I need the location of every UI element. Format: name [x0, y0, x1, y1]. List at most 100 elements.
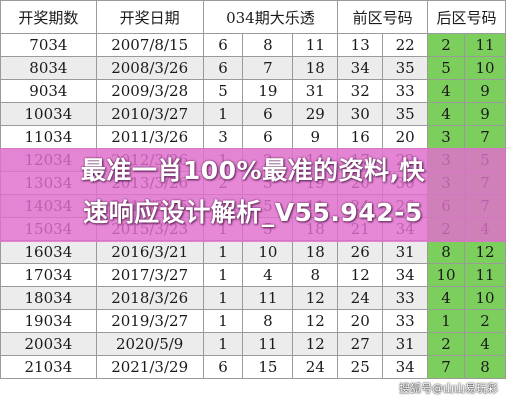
table-cell[interactable]: 18	[292, 240, 339, 264]
back-number-cell[interactable]: 9	[464, 102, 506, 126]
table-cell[interactable]: 34	[382, 355, 429, 379]
table-cell[interactable]: 1	[202, 263, 244, 287]
back-number-cell[interactable]: 4	[427, 79, 466, 103]
back-number-cell[interactable]: 10	[464, 286, 506, 310]
table-cell[interactable]: 5	[202, 79, 244, 103]
back-number-cell[interactable]: 10	[427, 263, 466, 287]
back-number-cell[interactable]: 7	[464, 125, 506, 149]
table-cell[interactable]: 20	[382, 125, 429, 149]
table-cell[interactable]: 2009/3/28	[95, 79, 204, 103]
table-cell[interactable]: 2016/3/21	[95, 240, 204, 264]
table-cell[interactable]: 19034	[0, 309, 97, 333]
table-cell[interactable]: 17034	[0, 263, 97, 287]
table-cell[interactable]: 6	[202, 56, 244, 80]
table-cell[interactable]: 2008/3/26	[95, 56, 204, 80]
back-number-cell[interactable]: 3	[427, 125, 466, 149]
table-cell[interactable]: 6	[242, 102, 294, 126]
table-cell[interactable]: 27	[337, 332, 384, 356]
table-cell[interactable]: 12	[292, 309, 339, 333]
table-cell[interactable]: 7	[242, 56, 294, 80]
back-number-cell[interactable]: 11	[464, 263, 506, 287]
table-cell[interactable]: 2019/3/27	[95, 309, 204, 333]
table-cell[interactable]: 2010/3/27	[95, 102, 204, 126]
table-cell[interactable]: 24	[292, 355, 339, 379]
back-number-cell[interactable]: 2	[427, 332, 466, 356]
table-cell[interactable]: 11034	[0, 125, 97, 149]
back-number-cell[interactable]: 9	[464, 79, 506, 103]
table-cell[interactable]: 2011/3/26	[95, 125, 204, 149]
header-cell-back[interactable]: 后区号码	[427, 0, 506, 34]
table-cell[interactable]: 34	[382, 263, 429, 287]
table-cell[interactable]: 8	[242, 309, 294, 333]
table-cell[interactable]: 2007/8/15	[95, 33, 204, 57]
table-cell[interactable]: 6	[202, 33, 244, 57]
table-cell[interactable]: 31	[292, 79, 339, 103]
table-cell[interactable]: 10034	[0, 102, 97, 126]
table-cell[interactable]: 20034	[0, 332, 97, 356]
table-cell[interactable]: 8	[242, 33, 294, 57]
table-cell[interactable]: 2018/3/26	[95, 286, 204, 310]
table-cell[interactable]: 12	[292, 286, 339, 310]
back-number-cell[interactable]: 4	[427, 286, 466, 310]
table-cell[interactable]: 11	[242, 332, 294, 356]
table-cell[interactable]: 2021/3/29	[95, 355, 204, 379]
table-cell[interactable]: 32	[337, 79, 384, 103]
header-cell-lotto[interactable]: 034期大乐透	[202, 0, 339, 34]
back-number-cell[interactable]: 2	[427, 33, 466, 57]
table-cell[interactable]: 33	[382, 286, 429, 310]
table-cell[interactable]: 35	[382, 56, 429, 80]
table-cell[interactable]: 6	[202, 355, 244, 379]
table-cell[interactable]: 7034	[0, 33, 97, 57]
header-cell-front[interactable]: 前区号码	[337, 0, 429, 34]
table-cell[interactable]: 29	[292, 102, 339, 126]
header-cell-date[interactable]: 开奖日期	[95, 0, 204, 34]
table-cell[interactable]: 21034	[0, 355, 97, 379]
back-number-cell[interactable]: 4	[427, 102, 466, 126]
back-number-cell[interactable]: 10	[464, 56, 506, 80]
table-cell[interactable]: 6	[242, 125, 294, 149]
back-number-cell[interactable]: 1	[427, 309, 466, 333]
table-cell[interactable]: 16034	[0, 240, 97, 264]
table-cell[interactable]: 13	[337, 33, 384, 57]
table-cell[interactable]: 33	[382, 309, 429, 333]
table-cell[interactable]: 20	[337, 309, 384, 333]
table-cell[interactable]: 31	[382, 240, 429, 264]
table-cell[interactable]: 4	[242, 263, 294, 287]
back-number-cell[interactable]: 5	[427, 56, 466, 80]
table-cell[interactable]: 33	[382, 79, 429, 103]
table-cell[interactable]: 1	[202, 286, 244, 310]
table-cell[interactable]: 9	[292, 125, 339, 149]
table-cell[interactable]: 8	[292, 263, 339, 287]
table-cell[interactable]: 12	[337, 263, 384, 287]
table-cell[interactable]: 8034	[0, 56, 97, 80]
table-cell[interactable]: 3	[202, 125, 244, 149]
header-cell-issue[interactable]: 开奖期数	[0, 0, 97, 34]
back-number-cell[interactable]: 12	[464, 240, 506, 264]
table-cell[interactable]: 15	[242, 355, 294, 379]
table-cell[interactable]: 24	[337, 286, 384, 310]
table-cell[interactable]: 18	[292, 56, 339, 80]
table-cell[interactable]: 25	[337, 355, 384, 379]
table-cell[interactable]: 34	[337, 56, 384, 80]
table-cell[interactable]: 31	[382, 332, 429, 356]
table-cell[interactable]: 30	[337, 102, 384, 126]
back-number-cell[interactable]: 4	[464, 332, 506, 356]
table-cell[interactable]: 18034	[0, 286, 97, 310]
table-cell[interactable]: 2017/3/27	[95, 263, 204, 287]
table-cell[interactable]: 12	[292, 332, 339, 356]
table-cell[interactable]: 1	[202, 240, 244, 264]
table-cell[interactable]: 2020/5/9	[95, 332, 204, 356]
back-number-cell[interactable]: 7	[427, 355, 466, 379]
table-cell[interactable]: 1	[202, 332, 244, 356]
table-cell[interactable]: 1	[202, 309, 244, 333]
table-cell[interactable]: 10	[242, 240, 294, 264]
table-cell[interactable]: 11	[292, 33, 339, 57]
table-cell[interactable]: 16	[337, 125, 384, 149]
table-cell[interactable]: 22	[382, 33, 429, 57]
table-cell[interactable]: 1	[202, 102, 244, 126]
table-cell[interactable]: 19	[242, 79, 294, 103]
table-cell[interactable]: 26	[337, 240, 384, 264]
back-number-cell[interactable]: 11	[464, 33, 506, 57]
table-cell[interactable]: 35	[382, 102, 429, 126]
table-cell[interactable]: 9034	[0, 79, 97, 103]
